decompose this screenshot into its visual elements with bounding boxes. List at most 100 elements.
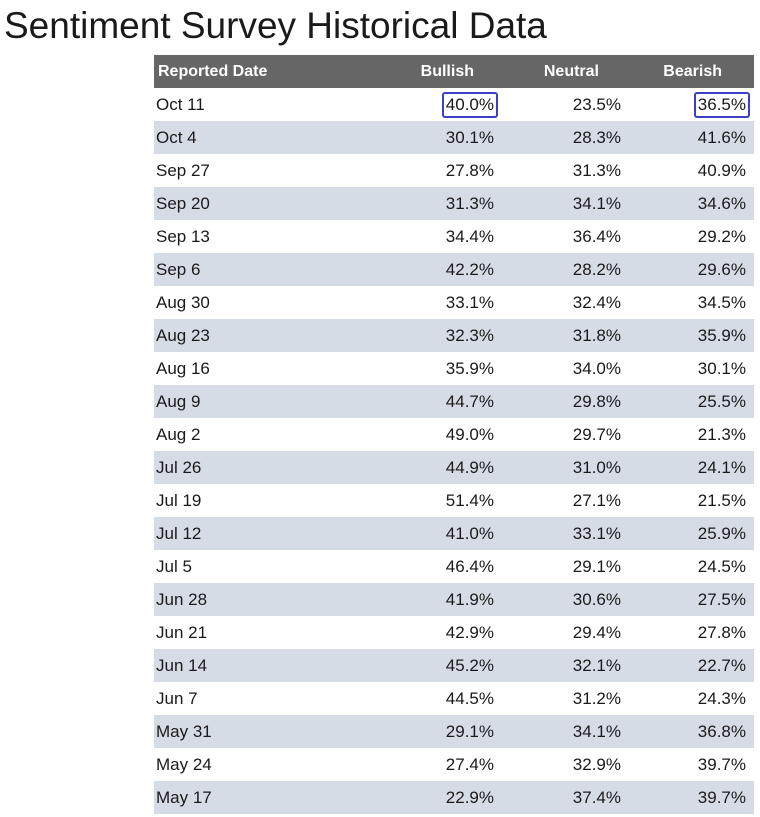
- value-neutral: 37.4%: [572, 787, 621, 807]
- table-row: Sep 27 27.8% 31.3% 40.9%: [154, 154, 754, 187]
- table-row: May 24 27.4% 32.9% 39.7%: [154, 748, 754, 781]
- value-bearish: 29.6%: [697, 259, 746, 279]
- table-row: Jun 21 42.9% 29.4% 27.8%: [154, 616, 754, 649]
- table-row: Oct 4 30.1% 28.3% 41.6%: [154, 121, 754, 154]
- value-bearish: 27.5%: [697, 589, 746, 609]
- table-row: Sep 20 31.3% 34.1% 34.6%: [154, 187, 754, 220]
- value-bearish: 35.9%: [697, 325, 746, 345]
- cell-reported-date: Aug 16: [154, 352, 374, 385]
- cell-reported-date: Aug 2: [154, 418, 374, 451]
- circled-value-bullish: 40.0%: [441, 91, 498, 118]
- cell-bearish: 39.7%: [629, 748, 754, 781]
- cell-bearish: 40.9%: [629, 154, 754, 187]
- cell-bearish: 29.6%: [629, 253, 754, 286]
- table-body: Oct 11 40.0% 23.5% 36.5% Oct 4 30.1% 28.3% 41.6…: [154, 88, 754, 814]
- value-bullish: 31.3%: [445, 193, 494, 213]
- value-bullish: 42.2%: [445, 259, 494, 279]
- cell-bearish: 35.9%: [629, 319, 754, 352]
- cell-neutral: 28.3%: [502, 121, 629, 154]
- cell-bearish: 39.7%: [629, 781, 754, 814]
- value-neutral: 29.8%: [572, 391, 621, 411]
- cell-bearish: 21.3%: [629, 418, 754, 451]
- table-row: Oct 11 40.0% 23.5% 36.5%: [154, 88, 754, 121]
- cell-bearish: 21.5%: [629, 484, 754, 517]
- cell-bearish: 25.9%: [629, 517, 754, 550]
- value-bullish: 42.9%: [445, 622, 494, 642]
- cell-bullish: 40.0%: [374, 88, 502, 121]
- value-neutral: 27.1%: [572, 490, 621, 510]
- cell-bullish: 35.9%: [374, 352, 502, 385]
- cell-bearish: 24.1%: [629, 451, 754, 484]
- value-bullish: 45.2%: [445, 655, 494, 675]
- value-neutral: 32.4%: [572, 292, 621, 312]
- cell-neutral: 29.7%: [502, 418, 629, 451]
- table-row: May 31 29.1% 34.1% 36.8%: [154, 715, 754, 748]
- cell-neutral: 29.1%: [502, 550, 629, 583]
- cell-neutral: 23.5%: [502, 88, 629, 121]
- table-row: Jul 26 44.9% 31.0% 24.1%: [154, 451, 754, 484]
- cell-reported-date: Oct 11: [154, 88, 374, 121]
- table-row: Aug 30 33.1% 32.4% 34.5%: [154, 286, 754, 319]
- value-bullish: 46.4%: [445, 556, 494, 576]
- cell-neutral: 34.1%: [502, 715, 629, 748]
- column-header-reported-date: Reported Date: [154, 55, 374, 88]
- cell-neutral: 34.0%: [502, 352, 629, 385]
- cell-bullish: 30.1%: [374, 121, 502, 154]
- cell-bullish: 51.4%: [374, 484, 502, 517]
- sentiment-table: Reported Date Bullish Neutral Bearish Oc…: [154, 55, 754, 814]
- value-bearish: 40.9%: [697, 160, 746, 180]
- cell-neutral: 30.6%: [502, 583, 629, 616]
- value-neutral: 23.5%: [572, 94, 621, 114]
- cell-bullish: 29.1%: [374, 715, 502, 748]
- value-neutral: 32.9%: [572, 754, 621, 774]
- cell-bearish: 34.5%: [629, 286, 754, 319]
- value-bearish: 24.5%: [697, 556, 746, 576]
- cell-neutral: 34.1%: [502, 187, 629, 220]
- cell-reported-date: Aug 23: [154, 319, 374, 352]
- cell-bullish: 22.9%: [374, 781, 502, 814]
- value-bearish: 25.9%: [697, 523, 746, 543]
- value-neutral: 32.1%: [572, 655, 621, 675]
- table-row: Sep 13 34.4% 36.4% 29.2%: [154, 220, 754, 253]
- value-neutral: 31.3%: [572, 160, 621, 180]
- cell-reported-date: Jun 7: [154, 682, 374, 715]
- table-row: May 17 22.9% 37.4% 39.7%: [154, 781, 754, 814]
- value-neutral: 31.0%: [572, 457, 621, 477]
- value-neutral: 28.3%: [572, 127, 621, 147]
- value-bullish: 49.0%: [445, 424, 494, 444]
- cell-bullish: 46.4%: [374, 550, 502, 583]
- cell-bearish: 29.2%: [629, 220, 754, 253]
- cell-bearish: 36.8%: [629, 715, 754, 748]
- value-bullish: 30.1%: [445, 127, 494, 147]
- cell-neutral: 27.1%: [502, 484, 629, 517]
- value-bullish: 44.5%: [445, 688, 494, 708]
- cell-bearish: 34.6%: [629, 187, 754, 220]
- cell-neutral: 31.8%: [502, 319, 629, 352]
- table-row: Aug 16 35.9% 34.0% 30.1%: [154, 352, 754, 385]
- table-row: Jul 19 51.4% 27.1% 21.5%: [154, 484, 754, 517]
- value-neutral: 29.1%: [572, 556, 621, 576]
- cell-bullish: 27.8%: [374, 154, 502, 187]
- value-bearish: 39.7%: [697, 754, 746, 774]
- cell-neutral: 29.8%: [502, 385, 629, 418]
- cell-bearish: 22.7%: [629, 649, 754, 682]
- value-bearish: 22.7%: [697, 655, 746, 675]
- cell-bullish: 42.9%: [374, 616, 502, 649]
- value-bullish: 35.9%: [445, 358, 494, 378]
- value-bearish: 25.5%: [697, 391, 746, 411]
- table-row: Aug 9 44.7% 29.8% 25.5%: [154, 385, 754, 418]
- cell-bullish: 44.5%: [374, 682, 502, 715]
- cell-bearish: 41.6%: [629, 121, 754, 154]
- cell-neutral: 31.2%: [502, 682, 629, 715]
- value-neutral: 29.4%: [572, 622, 621, 642]
- cell-neutral: 29.4%: [502, 616, 629, 649]
- cell-bullish: 41.0%: [374, 517, 502, 550]
- cell-reported-date: Jul 12: [154, 517, 374, 550]
- cell-bullish: 42.2%: [374, 253, 502, 286]
- cell-reported-date: Jul 26: [154, 451, 374, 484]
- cell-reported-date: Sep 27: [154, 154, 374, 187]
- table-row: Jun 28 41.9% 30.6% 27.5%: [154, 583, 754, 616]
- value-bullish: 44.7%: [445, 391, 494, 411]
- cell-bullish: 32.3%: [374, 319, 502, 352]
- cell-neutral: 31.0%: [502, 451, 629, 484]
